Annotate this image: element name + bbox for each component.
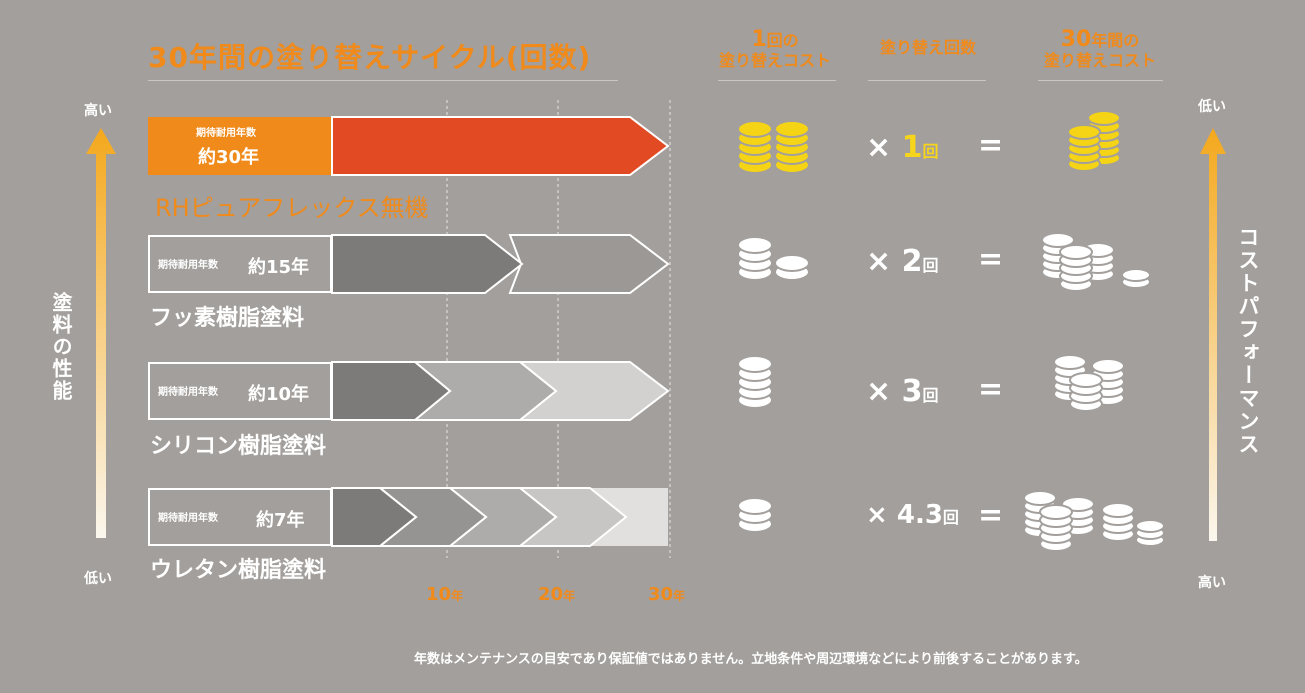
cycle-bar: [331, 116, 670, 176]
count-unit: 回: [922, 256, 939, 275]
coin-stack-icon: [737, 497, 773, 533]
life-years: 約30年: [198, 147, 260, 168]
count-value: 1: [901, 130, 923, 165]
cycle-bar: [331, 487, 668, 547]
year-unit: 年: [563, 589, 576, 603]
coin-stack-icon: [1041, 232, 1151, 292]
up-arrow-icon: [1200, 128, 1226, 541]
total-cost-number: 30: [1060, 27, 1092, 52]
life-box: 期待耐用年数 約15年: [148, 235, 332, 293]
times-sign: ×: [866, 374, 892, 409]
left-axis-top-label: 高い: [84, 103, 112, 119]
life-box: 期待耐用年数 約7年: [148, 488, 332, 546]
year-unit: 年: [673, 589, 686, 603]
paint-name: ウレタン樹脂塗料: [150, 558, 327, 583]
unit-cost-header: 1回の 塗り替えコスト: [715, 27, 835, 71]
unit-cost-line1: 回の: [766, 31, 799, 50]
coin-stack-icon: [1067, 110, 1121, 172]
life-label: 期待耐用年数: [158, 513, 218, 524]
coin-stack-icon: [737, 120, 810, 174]
count-header: 塗り替え回数: [879, 38, 976, 57]
count-value: 4.3: [896, 500, 943, 530]
unit-cost-underline: [718, 80, 836, 81]
unit-cost-number: 1: [751, 27, 767, 52]
title-underline: [148, 80, 618, 81]
life-box: 期待耐用年数 約10年: [148, 362, 332, 420]
right-axis-bottom-label: 高い: [1198, 575, 1226, 591]
left-axis-bottom-label: 低い: [84, 571, 112, 587]
total-cost-line1: 年間の: [1091, 31, 1140, 50]
times-sign: ×: [866, 244, 892, 279]
count-unit: 回: [922, 142, 939, 161]
count-unit: 回: [922, 386, 939, 405]
equals-sign: =: [978, 498, 1004, 533]
repaint-count: × 3回: [866, 374, 938, 409]
paint-name: シリコン樹脂塗料: [150, 434, 327, 459]
paint-name: RHピュアフレックス無機: [155, 194, 429, 222]
count-value: 3: [901, 374, 923, 409]
life-label: 期待耐用年数: [158, 387, 218, 398]
equals-sign: =: [978, 128, 1004, 163]
year-label: 30年: [648, 584, 685, 605]
year-label: 10年: [426, 584, 463, 605]
year-number: 30: [648, 584, 674, 605]
life-box: 期待耐用年数 約30年: [148, 117, 332, 175]
repaint-count: × 1回: [866, 130, 938, 165]
times-sign: ×: [866, 500, 888, 530]
year-unit: 年: [451, 589, 464, 603]
life-years: 約10年: [248, 384, 310, 405]
life-label: 期待耐用年数: [158, 260, 218, 271]
footnote: 年数はメンテナンスの目安であり保証値ではありません。立地条件や周辺環境などにより…: [414, 652, 1088, 667]
year-label: 20年: [538, 584, 575, 605]
cycle-bar: [331, 361, 670, 421]
count-underline: [868, 80, 986, 81]
coin-stack-icon: [737, 355, 773, 409]
right-axis-top-label: 低い: [1198, 99, 1226, 115]
count-unit: 回: [942, 508, 959, 527]
left-axis-label: 塗料の性能: [49, 292, 73, 402]
year-gridlines: [446, 100, 671, 558]
total-cost-header: 30年間の 塗り替えコスト: [1035, 27, 1165, 71]
year-number: 20: [538, 584, 564, 605]
right-axis-label: コストパフォーマンス: [1236, 226, 1260, 456]
times-sign: ×: [866, 130, 892, 165]
year-number: 10: [426, 584, 452, 605]
coin-stack-icon: [737, 236, 810, 281]
total-cost-line2: 塗り替えコスト: [1043, 51, 1156, 70]
life-label: 期待耐用年数: [196, 128, 256, 139]
cycle-bar: [331, 234, 670, 294]
life-years: 約15年: [248, 257, 310, 278]
page-title: 30年間の塗り替えサイクル(回数): [148, 41, 592, 74]
count-value: 2: [901, 244, 923, 279]
total-cost-underline: [1038, 80, 1163, 81]
unit-cost-line2: 塗り替えコスト: [718, 51, 831, 70]
life-years: 約7年: [256, 510, 305, 531]
repaint-count: × 2回: [866, 244, 938, 279]
equals-sign: =: [978, 372, 1004, 407]
paint-name: フッ素樹脂塗料: [150, 306, 305, 331]
equals-sign: =: [978, 242, 1004, 277]
coin-stack-icon: [1053, 354, 1125, 412]
repaint-count: × 4.3回: [866, 500, 959, 530]
up-arrow-icon: [86, 128, 116, 538]
coin-stack-icon: [1023, 490, 1165, 552]
